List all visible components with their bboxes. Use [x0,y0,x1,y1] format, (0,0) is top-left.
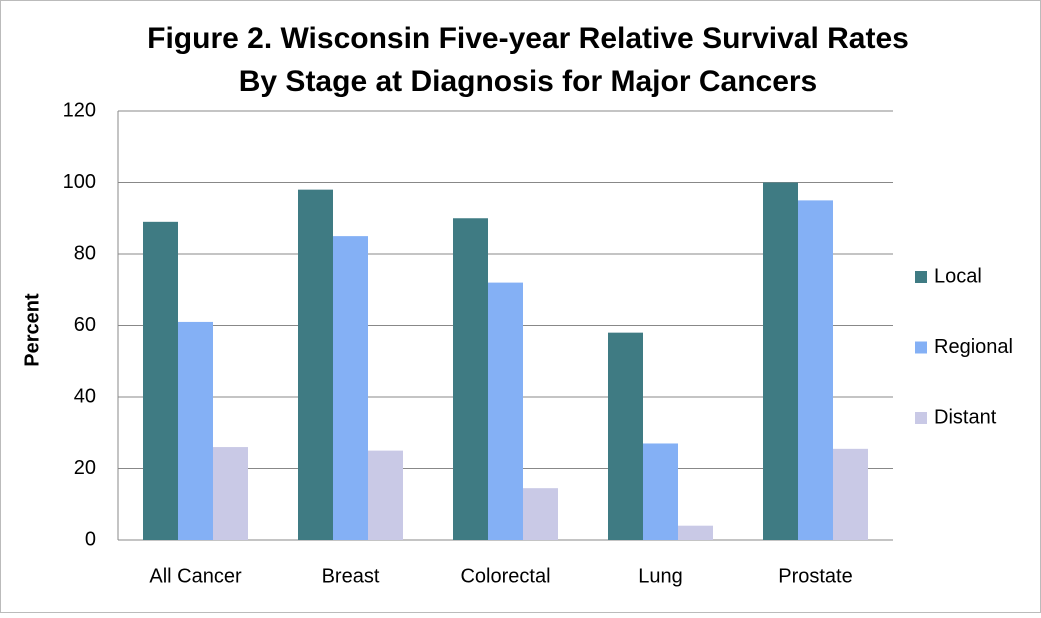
bar [608,332,643,540]
x-tick-label: Breast [322,565,380,587]
x-tick-label: Lung [638,565,683,587]
bar [178,321,213,540]
bar [333,236,368,540]
y-tick-label: 0 [85,528,96,550]
chart-title: Figure 2. Wisconsin Five-year Relative S… [147,22,909,55]
y-tick-label: 80 [74,242,96,264]
bar [643,443,678,540]
bar [453,218,488,540]
bar [833,448,868,540]
bar [143,221,178,540]
bar [763,182,798,540]
bar [678,525,713,540]
y-tick-label: 60 [74,314,96,336]
bar [488,282,523,540]
y-tick-label: 100 [63,171,96,193]
legend-swatch [915,271,927,283]
x-tick-label: Colorectal [460,565,550,587]
legend-label: Distant [934,406,997,428]
bar [798,200,833,540]
bar [213,447,248,540]
x-tick-label: Prostate [778,565,852,587]
bar [298,189,333,540]
legend-label: Regional [934,336,1013,358]
y-axis-label: Percent [21,293,43,367]
bar [523,488,558,540]
y-tick-label: 40 [74,385,96,407]
x-tick-label: All Cancer [149,565,242,587]
legend-label: Local [934,265,982,287]
chart-title: By Stage at Diagnosis for Major Cancers [239,65,818,98]
y-tick-label: 120 [63,99,96,121]
y-tick-label: 20 [74,457,96,479]
bar [368,450,403,540]
legend-swatch [915,341,927,354]
legend-swatch [915,412,927,424]
